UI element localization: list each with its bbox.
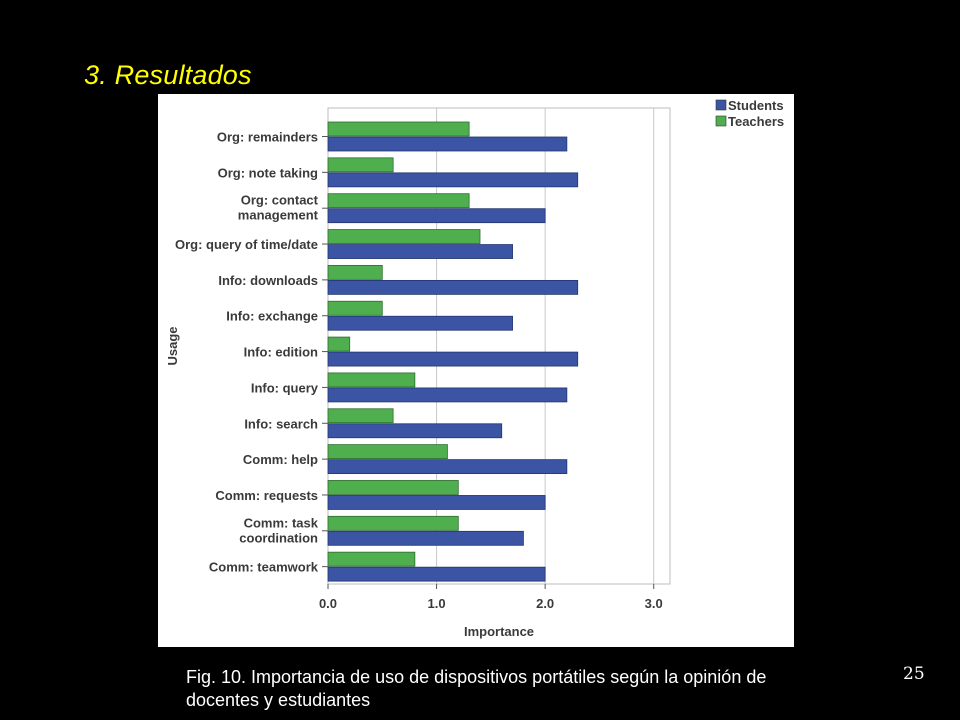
y-tick-label: Org: note taking (218, 165, 318, 180)
bar-teachers (327, 264, 383, 280)
y-tick-label: Comm: requests (215, 488, 318, 503)
bar-teachers (327, 480, 459, 495)
bar-teachers (327, 193, 470, 209)
legend-label: Students (728, 98, 784, 113)
bar-teachers (327, 229, 481, 244)
bar-students (327, 566, 546, 582)
y-tick-label: Comm: teamwork (209, 560, 319, 575)
y-tick-label: Info: edition (244, 345, 318, 360)
chart-panel: 0.0 1.0 2.0 3.0 Org: remainders Org: note tak… (158, 94, 794, 647)
y-tick-label: Info: search (244, 416, 318, 431)
x-tick-label: 2.0 (536, 596, 554, 611)
y-tick-label: coordination (239, 530, 318, 545)
y-tick-label: Comm: help (243, 452, 318, 467)
bar-students (327, 423, 503, 439)
bar-teachers (327, 372, 416, 388)
bar-students (327, 279, 579, 295)
x-tick-label: 1.0 (428, 596, 446, 611)
bar-students (327, 136, 568, 152)
bar-students (327, 530, 524, 546)
y-tick-label: Org: contact (241, 193, 319, 208)
y-tick-label: management (238, 208, 319, 223)
bar-teachers (327, 515, 459, 531)
y-tick-label: Org: remainders (217, 130, 318, 145)
bar-students (327, 495, 546, 510)
y-tick-label: Info: downloads (218, 273, 318, 288)
x-tick-label: 3.0 (645, 596, 663, 611)
y-tick-label: Info: exchange (226, 309, 318, 324)
bar-teachers (327, 551, 416, 567)
legend-swatch (715, 99, 727, 111)
bar-students (327, 244, 513, 259)
bar-teachers (327, 300, 383, 316)
bar-teachers (327, 444, 448, 460)
bar-students (327, 315, 513, 331)
bar-students (327, 208, 546, 224)
bar-teachers (327, 408, 394, 424)
bar-teachers (327, 336, 351, 352)
figure-caption: Fig. 10. Importancia de uso de dispositi… (186, 667, 767, 710)
bar-teachers (327, 121, 470, 137)
bar-chart: 0.0 1.0 2.0 3.0 Org: remainders Org: note tak… (165, 98, 784, 639)
legend-label: Teachers (728, 114, 784, 129)
bar-teachers (327, 157, 394, 173)
y-axis-label: Usage (165, 326, 180, 365)
legend-swatch (715, 115, 727, 127)
bar-students (327, 351, 579, 367)
x-tick-label: 0.0 (319, 596, 337, 611)
slide-title: 3. Resultados (84, 60, 252, 90)
page-number: 25 (903, 664, 925, 684)
y-tick-label: Info: query (251, 380, 319, 395)
y-tick-label: Comm: task (244, 515, 319, 530)
y-tick-label: Org: query of time/date (175, 237, 318, 252)
bar-students (327, 172, 579, 188)
bar-students (327, 387, 568, 403)
bar-students (327, 459, 568, 475)
x-axis-label: Importance (464, 624, 534, 639)
